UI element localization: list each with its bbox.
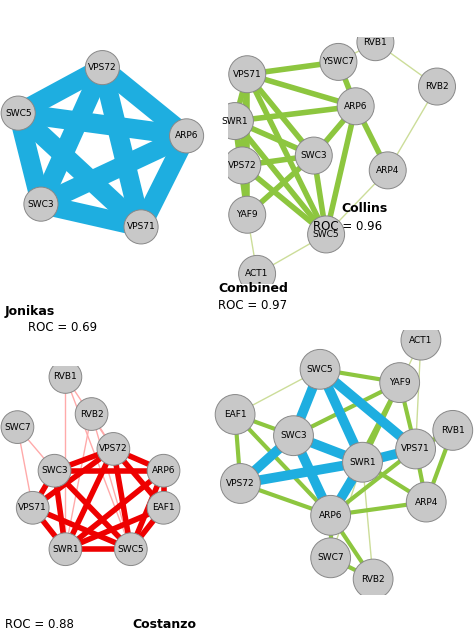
Text: RVB2: RVB2 [425,82,449,91]
Circle shape [147,455,180,487]
Circle shape [75,397,108,430]
Text: Combined: Combined [218,282,288,295]
Text: VPS71: VPS71 [18,503,47,512]
Text: VPS71: VPS71 [233,70,262,79]
Text: ARP4: ARP4 [376,166,400,175]
Text: VPS72: VPS72 [226,479,255,488]
Circle shape [170,119,204,153]
Text: SWR1: SWR1 [349,458,376,467]
Text: SWC5: SWC5 [307,365,333,374]
Text: ROC = 0.96: ROC = 0.96 [313,220,382,232]
Circle shape [1,96,35,130]
Circle shape [115,533,147,566]
Text: ROC = 0.69: ROC = 0.69 [28,321,98,334]
Circle shape [229,56,266,92]
Text: ROC = 0.97: ROC = 0.97 [218,299,287,311]
Circle shape [337,88,374,125]
Circle shape [406,482,446,522]
Text: ACT1: ACT1 [246,270,269,279]
Text: SWC3: SWC3 [41,466,68,475]
Circle shape [357,24,394,61]
Circle shape [1,411,34,444]
Circle shape [311,496,351,535]
Text: EAF1: EAF1 [224,410,246,419]
Text: ARP6: ARP6 [319,511,342,520]
Text: Jonikas: Jonikas [5,305,55,318]
Text: SWC5: SWC5 [118,544,144,553]
Circle shape [353,559,393,599]
Circle shape [273,416,313,456]
Text: ROC = 0.88: ROC = 0.88 [5,618,73,630]
Circle shape [215,395,255,435]
Circle shape [401,320,441,360]
Circle shape [295,137,332,174]
Circle shape [38,455,71,487]
Text: VPS72: VPS72 [99,444,128,453]
Circle shape [147,491,180,524]
Text: SWC3: SWC3 [27,200,54,209]
Text: SWC5: SWC5 [5,108,31,117]
Text: ARP6: ARP6 [152,466,175,475]
Text: ARP6: ARP6 [175,132,198,141]
Circle shape [238,256,275,292]
Text: RVB1: RVB1 [54,372,77,381]
Text: YAF9: YAF9 [389,378,410,387]
Circle shape [396,429,436,469]
Circle shape [97,433,130,465]
Text: VPS72: VPS72 [88,63,117,72]
Circle shape [369,152,406,189]
Text: RVB1: RVB1 [364,38,387,47]
Circle shape [380,363,419,403]
Text: EAF1: EAF1 [152,503,175,512]
Text: SWC7: SWC7 [4,422,31,431]
Circle shape [85,51,119,85]
Circle shape [229,196,266,233]
Circle shape [343,442,383,482]
Text: Costanzo: Costanzo [133,618,197,630]
Circle shape [433,410,473,450]
Text: RVB2: RVB2 [80,410,103,419]
Circle shape [217,103,254,139]
Text: VPS72: VPS72 [228,161,256,170]
Circle shape [320,44,357,80]
Circle shape [16,491,49,524]
Text: SWC7: SWC7 [318,553,344,562]
Text: SWC5: SWC5 [313,230,339,239]
Text: SWR1: SWR1 [52,544,79,553]
Text: VPS71: VPS71 [401,444,430,453]
Circle shape [49,361,82,394]
Circle shape [124,210,158,244]
Circle shape [300,349,340,389]
Circle shape [224,147,261,184]
Text: ACT1: ACT1 [409,336,433,345]
Text: RVB2: RVB2 [361,575,385,584]
Circle shape [308,216,345,253]
Text: RVB1: RVB1 [441,426,465,435]
Text: YAF9: YAF9 [237,210,258,219]
Text: SWR1: SWR1 [222,117,248,126]
Text: VPS71: VPS71 [127,222,155,231]
Text: Collins: Collins [341,202,388,215]
Text: SWC3: SWC3 [280,431,307,440]
Circle shape [220,464,260,503]
Circle shape [419,68,456,105]
Circle shape [311,538,351,578]
Text: SWC3: SWC3 [301,151,327,160]
Text: ARP4: ARP4 [415,498,438,507]
Text: YSWC7: YSWC7 [322,57,355,66]
Circle shape [24,187,58,221]
Circle shape [49,533,82,566]
Text: ARP6: ARP6 [344,102,367,111]
